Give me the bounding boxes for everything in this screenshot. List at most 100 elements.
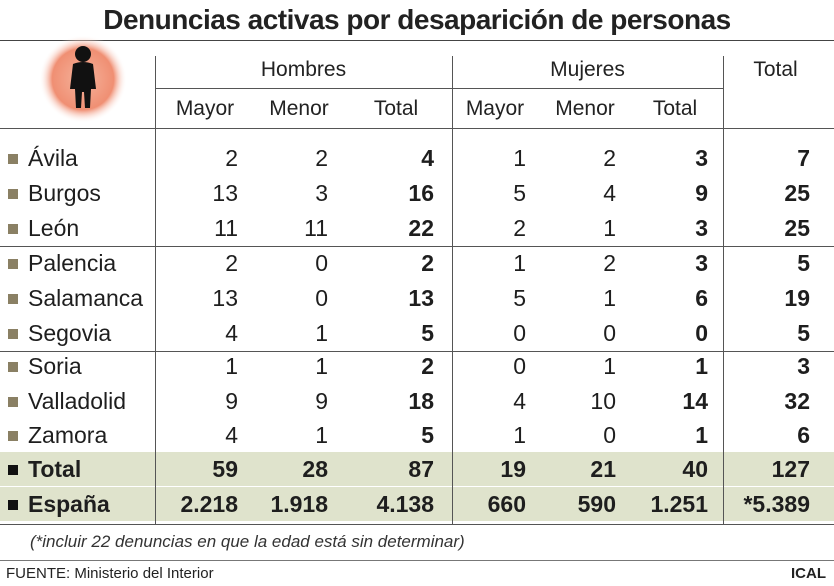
- value-cell: 18: [408, 388, 434, 414]
- value-cell: 10: [590, 388, 616, 414]
- row-bullet-icon: [8, 465, 18, 475]
- table-row: León 11 11 22 2 1 3 25: [0, 211, 834, 245]
- value-cell: 127: [771, 456, 810, 482]
- row-bullet-icon: [8, 189, 18, 199]
- value-cell: 5: [421, 320, 434, 346]
- title-divider: [0, 40, 834, 41]
- value-cell: 0: [315, 250, 328, 276]
- group-header-total: Total: [753, 58, 798, 81]
- value-cell: 59: [212, 456, 238, 482]
- value-cell: 3: [797, 353, 810, 379]
- value-cell: 5: [797, 250, 810, 276]
- header-divider: [452, 56, 453, 129]
- row-label: Total: [28, 456, 82, 482]
- value-cell: 4: [421, 145, 434, 171]
- header-divider: [723, 56, 724, 129]
- value-cell: 5: [797, 320, 810, 346]
- value-cell: 2: [225, 145, 238, 171]
- value-cell: 3: [315, 180, 328, 206]
- value-cell: 2: [603, 250, 616, 276]
- row-bullet-icon: [8, 362, 18, 372]
- value-cell: 19: [784, 285, 810, 311]
- row-label: Burgos: [28, 180, 101, 206]
- value-cell: 13: [408, 285, 434, 311]
- espana-row: España 2.218 1.918 4.138 660 590 1.251 *5.389: [0, 487, 834, 521]
- value-cell: 0: [513, 353, 526, 379]
- value-cell: 1: [603, 353, 616, 379]
- col-header-mujeres-mayor: Mayor: [465, 97, 525, 120]
- row-label: Zamora: [28, 422, 108, 448]
- value-cell: 2: [421, 250, 434, 276]
- group-header-mujeres: Mujeres: [550, 58, 625, 81]
- row-label: Ávila: [28, 145, 78, 171]
- source-text: Ministerio del Interior: [74, 565, 214, 582]
- value-cell: 0: [695, 320, 708, 346]
- value-cell: 1: [513, 422, 526, 448]
- row-bullet-icon: [8, 259, 18, 269]
- header-divider: [155, 56, 156, 129]
- value-cell: 4: [225, 422, 238, 448]
- footer-rule: [0, 560, 834, 561]
- col-header-mujeres-total: Total: [652, 97, 698, 120]
- column-divider: [155, 128, 156, 524]
- source-note: FUENTE: Ministerio del Interior: [6, 565, 214, 582]
- header-bottom-rule: [0, 128, 834, 129]
- value-cell: 1: [695, 353, 708, 379]
- value-cell: 9: [695, 180, 708, 206]
- value-cell: 1.251: [650, 491, 708, 517]
- value-cell: 7: [797, 145, 810, 171]
- value-cell: 13: [212, 180, 238, 206]
- row-label: Palencia: [28, 250, 117, 276]
- value-cell: 1: [315, 422, 328, 448]
- value-cell: 32: [784, 388, 810, 414]
- row-label: Segovia: [28, 320, 112, 346]
- table-row: Ávila 2 2 4 1 2 3 7: [0, 141, 834, 175]
- col-header-hombres-mayor: Mayor: [175, 97, 235, 120]
- table-row: Palencia 2 0 2 1 2 3 5: [0, 246, 834, 280]
- col-header-hombres-menor: Menor: [269, 97, 329, 120]
- value-cell: 0: [513, 320, 526, 346]
- value-cell: 2: [421, 353, 434, 379]
- row-bullet-icon: [8, 329, 18, 339]
- row-label: Salamanca: [28, 285, 144, 311]
- value-cell: 13: [212, 285, 238, 311]
- value-cell: 3: [695, 145, 708, 171]
- value-cell: 2.218: [180, 491, 238, 517]
- row-bullet-icon: [8, 500, 18, 510]
- row-bullet-icon: [8, 224, 18, 234]
- agency-brand: ICAL: [791, 565, 826, 582]
- row-bullet-icon: [8, 294, 18, 304]
- value-cell: 25: [784, 180, 810, 206]
- table-bottom-rule: [0, 524, 834, 525]
- value-cell: 1: [315, 353, 328, 379]
- value-cell: 21: [590, 456, 616, 482]
- table-title: Denuncias activas por desaparición de pe…: [103, 4, 731, 35]
- value-cell: 1: [603, 285, 616, 311]
- table-row: Valladolid 9 9 18 4 10 14 32: [0, 384, 834, 418]
- value-cell: 1: [225, 353, 238, 379]
- value-cell: 4: [225, 320, 238, 346]
- table-row: Burgos 13 3 16 5 4 9 25: [0, 176, 834, 210]
- value-cell: 16: [408, 180, 434, 206]
- value-cell: 2: [603, 145, 616, 171]
- value-cell: 4: [603, 180, 616, 206]
- value-cell: 87: [408, 456, 434, 482]
- group-divider: [0, 246, 834, 247]
- row-label: España: [28, 491, 110, 517]
- value-cell: 3: [695, 215, 708, 241]
- table-row: Segovia 4 1 5 0 0 0 5: [0, 316, 834, 350]
- value-cell: 9: [315, 388, 328, 414]
- value-cell: 11: [214, 215, 238, 241]
- value-cell: 9: [225, 388, 238, 414]
- row-bullet-icon: [8, 154, 18, 164]
- col-header-mujeres-menor: Menor: [555, 97, 615, 120]
- value-cell: 2: [315, 145, 328, 171]
- value-cell: 590: [577, 491, 616, 517]
- row-label: Soria: [28, 353, 82, 379]
- value-cell: 1: [513, 145, 526, 171]
- total-row: Total 59 28 87 19 21 40 127: [0, 452, 834, 486]
- value-cell: *5.389: [743, 491, 810, 517]
- group-header-hombres: Hombres: [260, 58, 347, 81]
- value-cell: 0: [603, 320, 616, 346]
- group-divider: [0, 351, 834, 352]
